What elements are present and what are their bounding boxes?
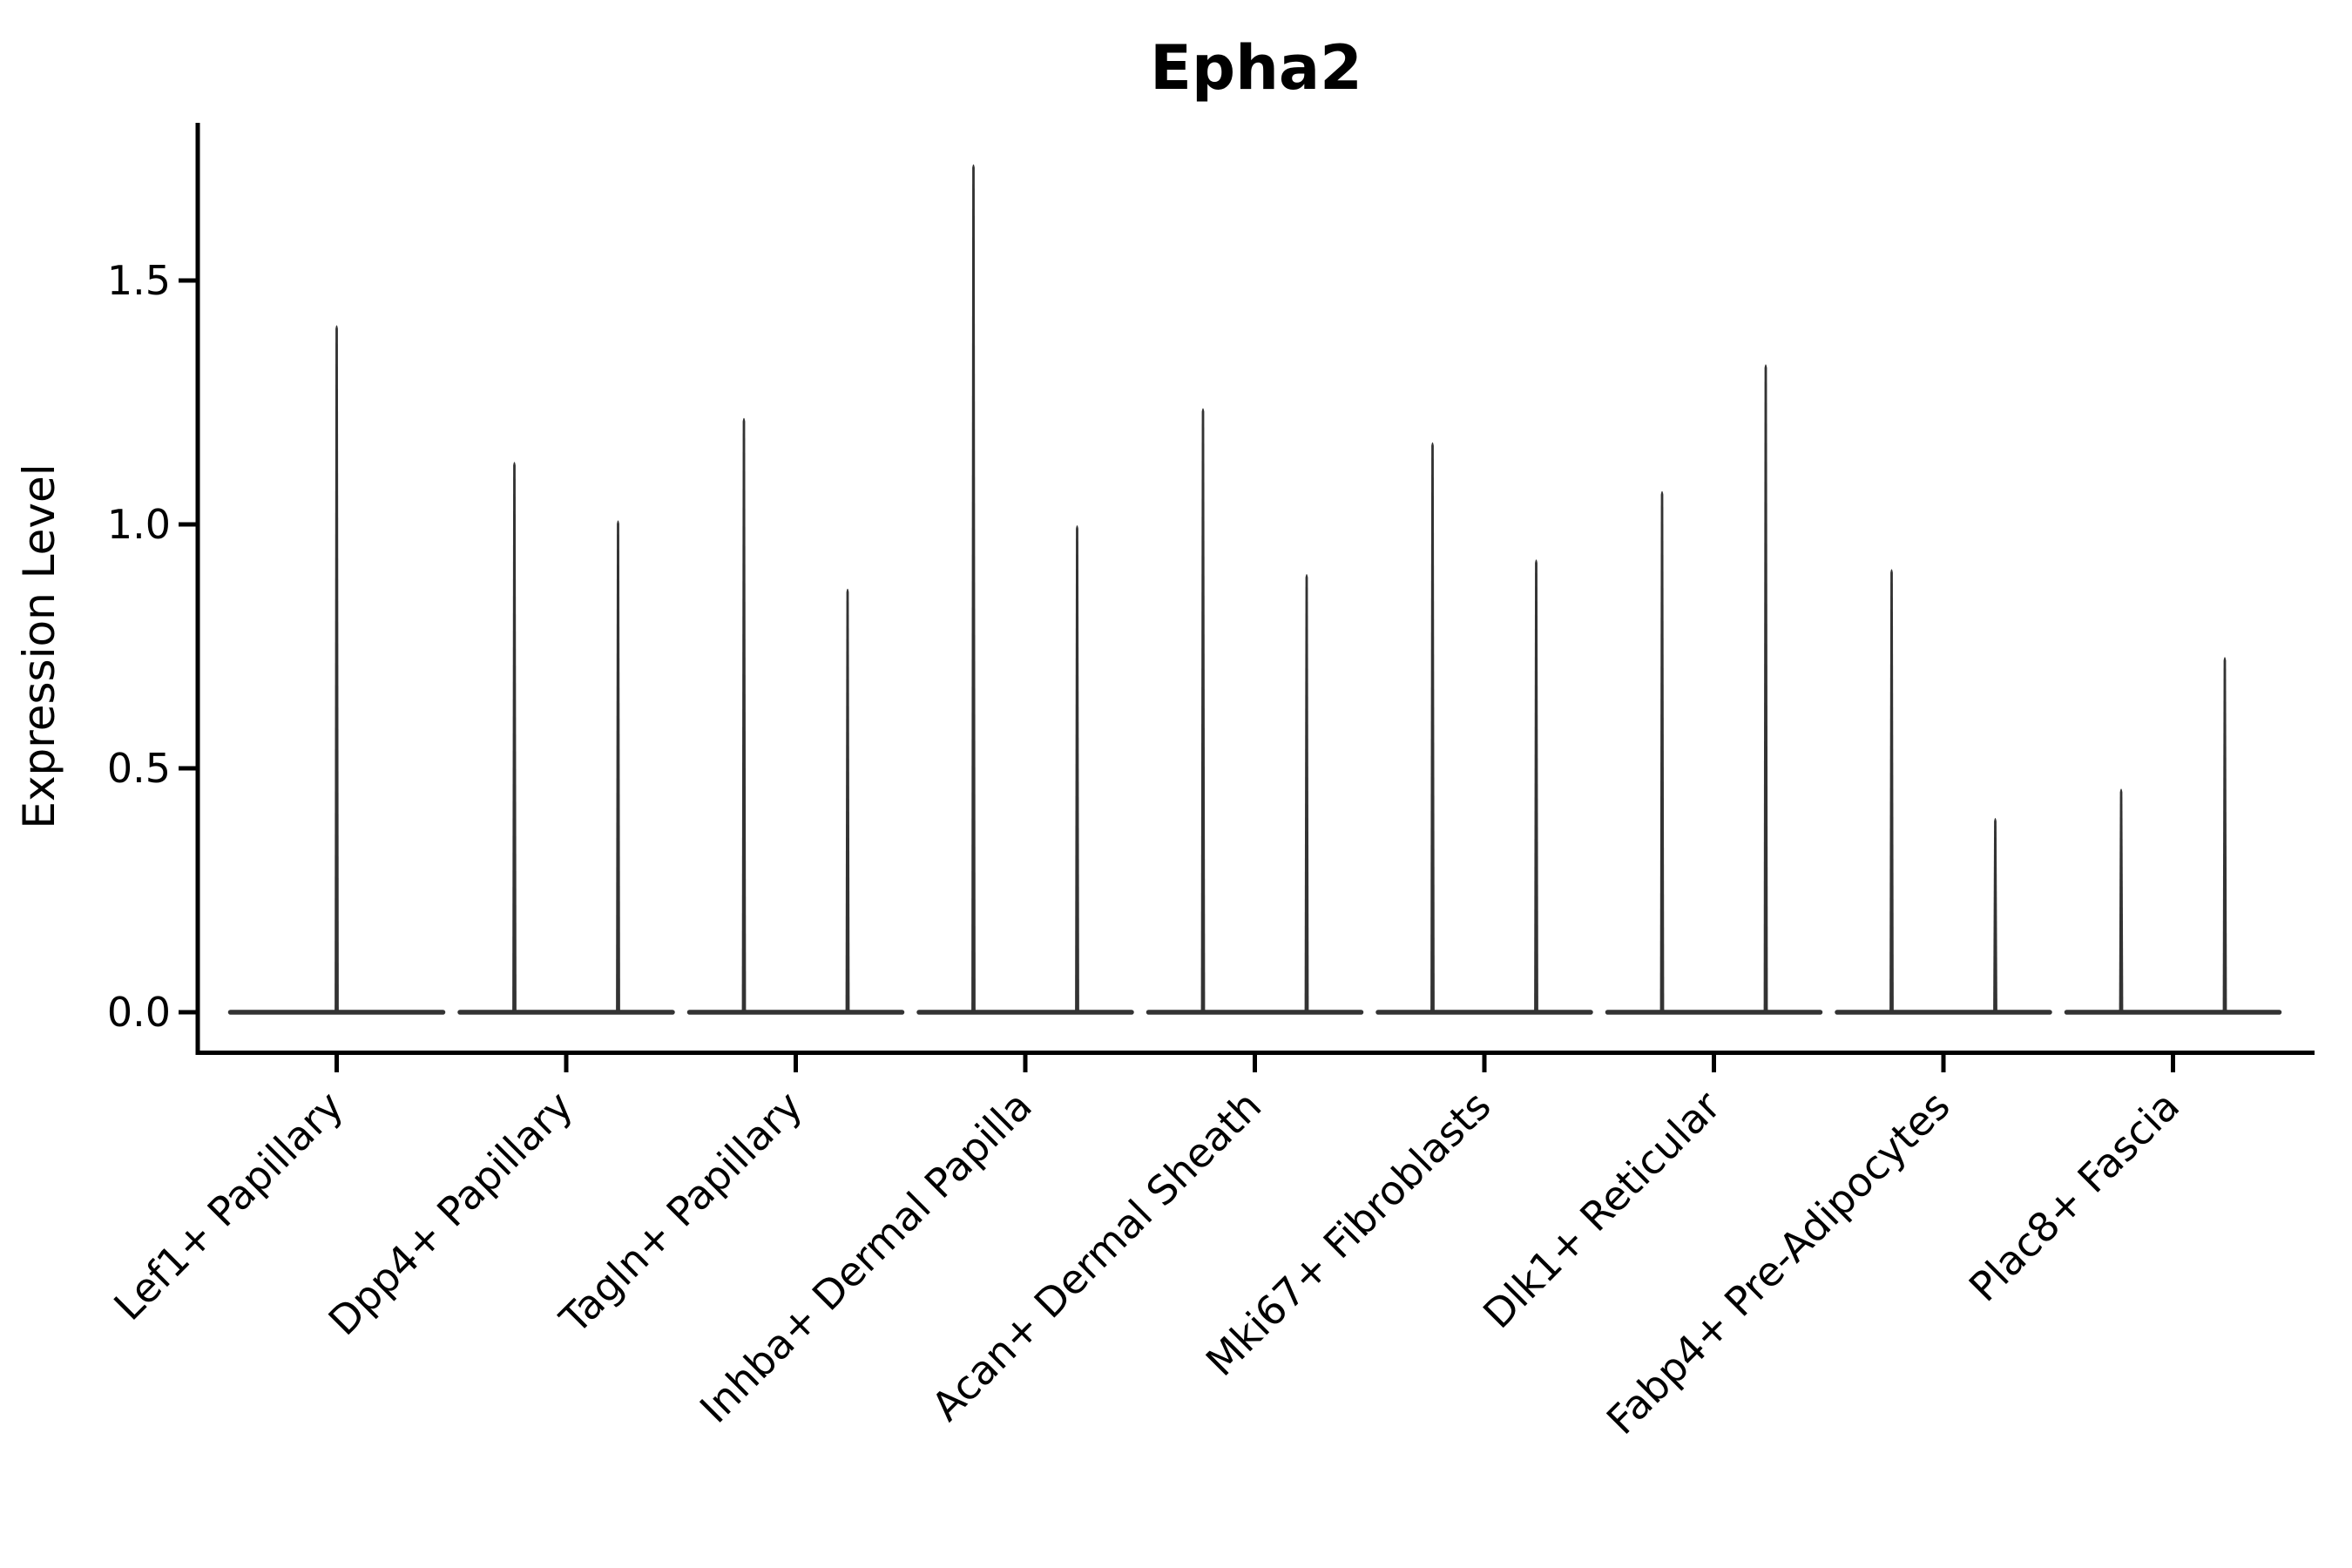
x-tick-label: Dlk1+ Reticular	[1474, 1082, 1729, 1337]
violin-spike	[1889, 569, 1894, 1012]
violin-group	[457, 462, 675, 1015]
violin-spike	[1659, 490, 1665, 1012]
violin-spike	[2222, 657, 2227, 1012]
violin-spike	[971, 164, 976, 1013]
axes-layer	[179, 123, 2315, 1072]
violin-spike	[845, 588, 850, 1012]
violin-spike	[1304, 574, 1309, 1012]
violin-group	[227, 325, 446, 1015]
violin-spike	[1763, 364, 1768, 1012]
violin-group	[1835, 569, 2052, 1015]
violin-group	[686, 417, 905, 1015]
violin-spike	[616, 520, 620, 1012]
violin-spike	[512, 462, 517, 1012]
violin-group	[916, 164, 1134, 1015]
violin-spike	[335, 325, 339, 1012]
violin-group	[1146, 408, 1364, 1015]
y-tick-label: 1.0	[107, 501, 171, 548]
x-tick-label: Dpp4+ Papillary	[320, 1082, 582, 1344]
x-tick-label: Lef1+ Papillary	[105, 1082, 352, 1329]
y-tick-label: 0.5	[107, 745, 171, 792]
violin-spike	[1075, 525, 1079, 1012]
violins-layer	[227, 164, 2282, 1015]
chart-title: Epha2	[1150, 32, 1362, 104]
violin-spike	[1200, 408, 1206, 1013]
violin-group	[1605, 364, 1823, 1015]
violin-group	[2064, 657, 2282, 1015]
violin-spike	[1534, 559, 1538, 1012]
y-axis-title: Expression Level	[14, 463, 64, 828]
y-tick-label: 0.0	[107, 989, 171, 1036]
violin-group	[1375, 442, 1593, 1015]
y-axis-tick-labels: 0.0 0.5 1.0 1.5	[107, 257, 171, 1036]
violin-spike	[1993, 818, 1997, 1012]
y-tick-label: 1.5	[107, 257, 171, 304]
x-tick-label: Plac8+ Fascia	[1960, 1082, 2188, 1310]
x-tick-label: Tagln+ Papillary	[551, 1082, 812, 1343]
violin-spike	[741, 417, 747, 1012]
violin-spike	[2119, 788, 2124, 1012]
violin-spike	[1430, 442, 1435, 1012]
